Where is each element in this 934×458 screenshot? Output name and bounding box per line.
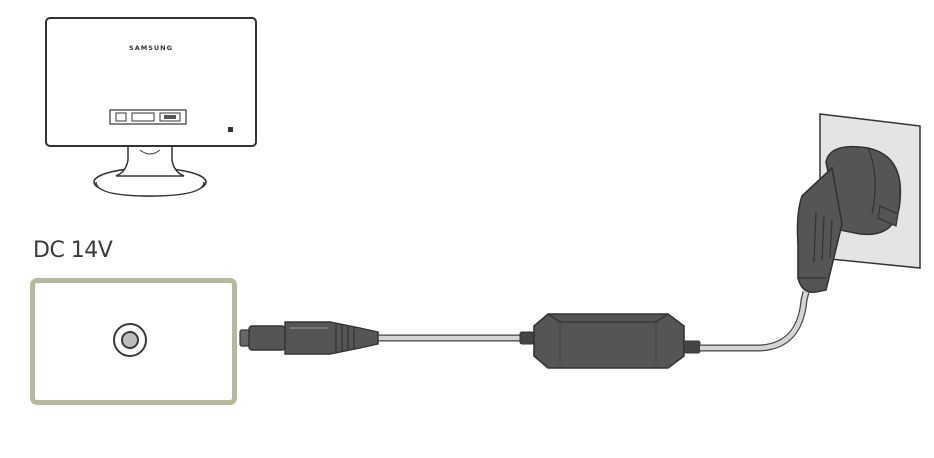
port-label: DC 14V — [33, 238, 113, 263]
wall-plug-icon — [796, 145, 902, 294]
dc-plug-icon — [239, 321, 379, 355]
ac-cable — [700, 291, 810, 352]
dc-jack-icon — [113, 323, 147, 357]
power-adapter-icon — [519, 313, 701, 369]
dc-jack-pin — [121, 331, 139, 349]
monitor-brand-logo: SAMSUNG — [129, 44, 173, 52]
dc-port-panel — [30, 278, 237, 405]
monitor-back-icon: SAMSUNG — [45, 17, 257, 197]
